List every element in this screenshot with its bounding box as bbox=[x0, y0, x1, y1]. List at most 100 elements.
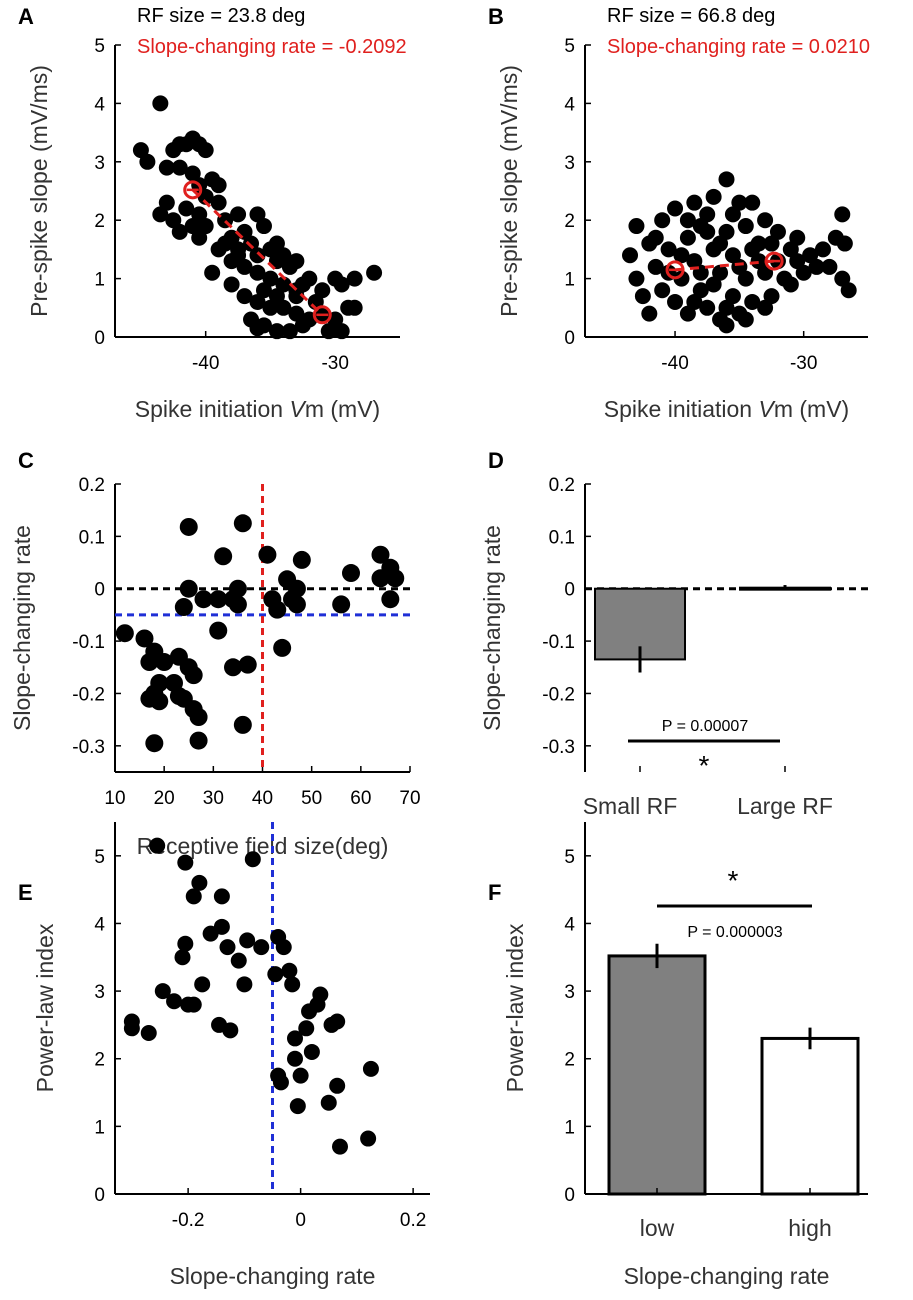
y-tick-label: 0 bbox=[94, 328, 105, 349]
data-point bbox=[210, 194, 227, 211]
data-point bbox=[210, 177, 227, 194]
y-axis-label-B: Pre-spike slope (mV/ms) bbox=[496, 65, 522, 317]
data-point bbox=[634, 288, 651, 305]
y-tick-label: 0 bbox=[94, 580, 105, 601]
data-point bbox=[213, 888, 230, 905]
rf-size-label-b: RF size = 66.8 deg bbox=[607, 5, 775, 27]
y-tick-label: 1 bbox=[564, 1117, 575, 1138]
data-point bbox=[209, 590, 228, 609]
data-point bbox=[789, 253, 806, 270]
data-point bbox=[249, 264, 266, 281]
data-point bbox=[189, 708, 208, 727]
data-point bbox=[178, 200, 195, 217]
data-point bbox=[158, 159, 175, 176]
data-point bbox=[769, 223, 786, 240]
p-value-label: P = 0.000003 bbox=[687, 924, 782, 941]
panel-letter-c: C bbox=[18, 448, 34, 473]
data-point bbox=[217, 235, 234, 252]
data-point bbox=[294, 317, 311, 334]
data-point bbox=[281, 323, 298, 340]
data-point bbox=[281, 962, 298, 979]
bar bbox=[607, 954, 707, 1196]
data-point bbox=[298, 1020, 315, 1037]
data-point bbox=[145, 734, 164, 753]
data-point bbox=[660, 241, 677, 258]
x-tick-label: -0.2 bbox=[172, 1210, 205, 1231]
data-point bbox=[275, 276, 292, 293]
data-point bbox=[679, 229, 696, 246]
data-point bbox=[312, 986, 329, 1003]
data-point bbox=[699, 223, 716, 240]
y-tick-label: 5 bbox=[564, 847, 575, 868]
data-point bbox=[292, 550, 311, 569]
data-point bbox=[228, 579, 247, 598]
data-point bbox=[224, 658, 242, 677]
data-point bbox=[132, 142, 149, 159]
x-label-var: V bbox=[758, 396, 776, 422]
data-point bbox=[289, 1098, 306, 1115]
y-tick-label: 3 bbox=[564, 982, 575, 1003]
data-point bbox=[731, 194, 748, 211]
data-point bbox=[268, 600, 287, 619]
data-point bbox=[171, 223, 188, 240]
y-tick-label: 0 bbox=[94, 1185, 105, 1206]
x-label-var: V bbox=[289, 396, 307, 422]
data-point bbox=[287, 1050, 303, 1067]
data-point bbox=[724, 288, 741, 305]
data-point bbox=[184, 218, 201, 235]
x-tick-label: 0.2 bbox=[400, 1210, 426, 1231]
data-point bbox=[233, 715, 252, 734]
trend-endpoint-B bbox=[665, 260, 685, 280]
data-point bbox=[243, 235, 260, 252]
data-point bbox=[165, 212, 182, 229]
panel-letter-d: D bbox=[488, 448, 504, 473]
data-point bbox=[795, 264, 812, 281]
data-point bbox=[267, 966, 284, 983]
data-point bbox=[268, 288, 285, 305]
rate-label-b: Slope-changing rate = 0.0210 bbox=[607, 36, 870, 58]
y-tick-label: 0.1 bbox=[79, 527, 105, 548]
data-point bbox=[718, 299, 735, 316]
y-tick-label: 4 bbox=[94, 94, 105, 115]
data-point bbox=[647, 258, 664, 275]
x-tick-label: 40 bbox=[252, 788, 273, 809]
data-point bbox=[258, 545, 277, 564]
data-point bbox=[647, 229, 664, 246]
data-point bbox=[191, 206, 208, 223]
y-tick-label: -0.3 bbox=[72, 737, 105, 758]
data-point bbox=[152, 95, 169, 112]
x-tick-label: 0 bbox=[295, 1210, 306, 1231]
bar bbox=[760, 1036, 860, 1196]
data-point bbox=[333, 276, 350, 293]
data-point bbox=[371, 545, 390, 564]
significance-star: * bbox=[699, 750, 710, 781]
data-point bbox=[140, 1025, 157, 1042]
y-tick-label: 5 bbox=[564, 36, 575, 57]
data-point bbox=[262, 299, 279, 316]
y-tick-label: 4 bbox=[94, 914, 105, 935]
data-point bbox=[185, 996, 202, 1013]
data-point bbox=[233, 514, 252, 533]
data-point bbox=[840, 282, 857, 299]
data-point bbox=[705, 188, 722, 205]
data-point bbox=[284, 976, 301, 993]
data-point bbox=[724, 206, 741, 223]
data-point bbox=[712, 264, 729, 281]
y-tick-label: -0.1 bbox=[542, 632, 575, 653]
panel-letter-a: A bbox=[18, 4, 34, 29]
data-point bbox=[821, 258, 838, 275]
y-tick-label: 0 bbox=[564, 1185, 575, 1206]
data-point bbox=[177, 935, 194, 952]
data-point bbox=[757, 212, 774, 229]
data-point bbox=[149, 837, 166, 854]
x-label-part: m (mV) bbox=[774, 396, 849, 422]
data-point bbox=[189, 731, 208, 750]
data-point bbox=[360, 1130, 377, 1147]
data-point bbox=[705, 276, 722, 293]
data-point bbox=[184, 666, 203, 685]
data-point bbox=[236, 976, 253, 993]
trend-endpoint-B bbox=[764, 251, 784, 271]
data-point bbox=[239, 932, 256, 949]
y-tick-label: 0 bbox=[564, 328, 575, 349]
